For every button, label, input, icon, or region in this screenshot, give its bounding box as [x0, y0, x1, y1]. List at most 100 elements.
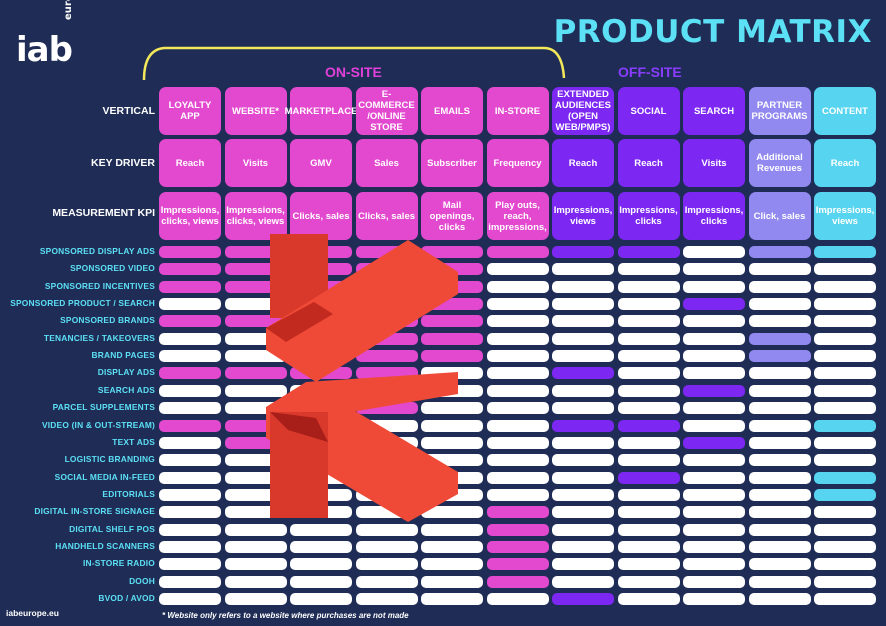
matrix-cell — [159, 350, 221, 363]
matrix-cell — [617, 593, 680, 605]
matrix-row-label: EDITORIALS — [102, 488, 155, 499]
matrix-cell — [683, 332, 745, 345]
matrix-cell — [552, 246, 614, 258]
matrix-cell — [683, 315, 745, 328]
key-driver-cell: Reach — [814, 139, 876, 187]
matrix-cell — [748, 263, 811, 276]
vertical-cell: CONTENT — [814, 87, 876, 135]
matrix-cell — [748, 246, 811, 258]
matrix-cell — [748, 298, 811, 311]
matrix-cell — [814, 263, 876, 276]
matrix-row-label: DOOH — [129, 575, 155, 586]
matrix-cell — [159, 506, 221, 519]
matrix-cell — [486, 488, 549, 501]
matrix-row-label: DISPLAY ADS — [97, 367, 155, 378]
matrix-cell — [552, 419, 614, 432]
matrix-cell — [421, 402, 483, 415]
kpi-cell: Impressions, clicks, views — [224, 192, 287, 240]
matrix-cell — [486, 540, 549, 553]
vertical-cell: WEBSITE* — [224, 87, 287, 135]
matrix-cell — [421, 558, 483, 571]
matrix-cell — [486, 575, 549, 588]
kpi-cell: Impressions, clicks — [617, 192, 680, 240]
matrix-cell — [159, 471, 221, 484]
kpi-cell: Impressions, clicks — [683, 192, 745, 240]
matrix-cell — [748, 332, 811, 345]
matrix-cell — [683, 419, 745, 432]
matrix-cell — [617, 332, 680, 345]
matrix-cell — [486, 280, 549, 293]
iab-logo-sub: europe — [63, 0, 74, 20]
matrix-cell — [814, 436, 876, 449]
onsite-label: ON-SITE — [325, 64, 382, 80]
matrix-cell — [617, 506, 680, 519]
key-driver-cell: Subscriber — [421, 139, 483, 187]
matrix-cell — [421, 350, 483, 363]
matrix-row-label: DIGITAL IN-STORE SIGNAGE — [34, 506, 155, 517]
matrix-cell — [814, 298, 876, 311]
matrix-cell — [159, 436, 221, 449]
kpi-cell: Play outs, reach, impressions, — [486, 192, 549, 240]
matrix-cell — [486, 384, 549, 397]
vertical-cell: IN-STORE — [486, 87, 549, 135]
matrix-cell — [159, 575, 221, 588]
vertical-cell: SOCIAL — [617, 87, 680, 135]
key-driver-cell: Reach — [552, 139, 614, 187]
matrix-cell — [748, 367, 811, 380]
matrix-cell — [355, 350, 418, 363]
matrix-cell — [486, 298, 549, 311]
matrix-cell — [486, 436, 549, 449]
matrix-cell — [552, 350, 614, 363]
key-driver-cell: Reach — [159, 139, 221, 187]
matrix-cell — [552, 384, 614, 397]
matrix-cell — [486, 263, 549, 276]
matrix-cell — [814, 246, 876, 258]
matrix-cell — [617, 367, 680, 380]
matrix-cell — [617, 280, 680, 293]
matrix-cell — [290, 558, 352, 571]
matrix-cell — [552, 280, 614, 293]
footer-site: iabeurope.eu — [6, 608, 59, 618]
matrix-cell — [486, 402, 549, 415]
matrix-row-label: SPONSORED BRANDS — [60, 315, 155, 326]
key-driver-cell: Frequency — [486, 139, 549, 187]
matrix-cell — [814, 523, 876, 536]
matrix-cell — [814, 367, 876, 380]
page-title: PRODUCT MATRIX — [553, 14, 872, 50]
matrix-cell — [159, 384, 221, 397]
matrix-cell — [814, 384, 876, 397]
matrix-cell — [683, 384, 745, 397]
vertical-cell: E-COMMERCE /ONLINE STORE — [355, 87, 418, 135]
matrix-cell — [617, 419, 680, 432]
matrix-cell — [814, 558, 876, 571]
iab-logo: iab — [16, 30, 73, 70]
matrix-cell — [552, 471, 614, 484]
matrix-cell — [552, 367, 614, 380]
matrix-cell — [224, 558, 287, 571]
matrix-cell — [748, 315, 811, 328]
matrix-cell — [159, 488, 221, 501]
matrix-cell — [552, 575, 614, 588]
matrix-cell — [159, 280, 221, 293]
matrix-cell — [683, 263, 745, 276]
key-driver-cell: Sales — [355, 139, 418, 187]
matrix-row-label: SOCIAL MEDIA IN-FEED — [54, 471, 155, 482]
matrix-cell — [355, 558, 418, 571]
matrix-cell — [159, 246, 221, 258]
matrix-row-label: DIGITAL SHELF POS — [69, 523, 155, 534]
matrix-cell — [552, 298, 614, 311]
matrix-cell — [552, 523, 614, 536]
matrix-cell — [421, 419, 483, 432]
matrix-cell — [224, 540, 287, 553]
kpi-cell: Clicks, sales — [290, 192, 352, 240]
matrix-cell — [617, 298, 680, 311]
matrix-cell — [486, 454, 549, 467]
matrix-cell — [421, 436, 483, 449]
matrix-cell — [748, 523, 811, 536]
matrix-cell — [224, 315, 287, 328]
matrix-cell — [355, 593, 418, 605]
vertical-cell: EMAILS — [421, 87, 483, 135]
matrix-row-label: TEXT ADS — [112, 436, 155, 447]
matrix-cell — [159, 263, 221, 276]
vertical-cell: MARKETPLACE — [285, 87, 357, 135]
